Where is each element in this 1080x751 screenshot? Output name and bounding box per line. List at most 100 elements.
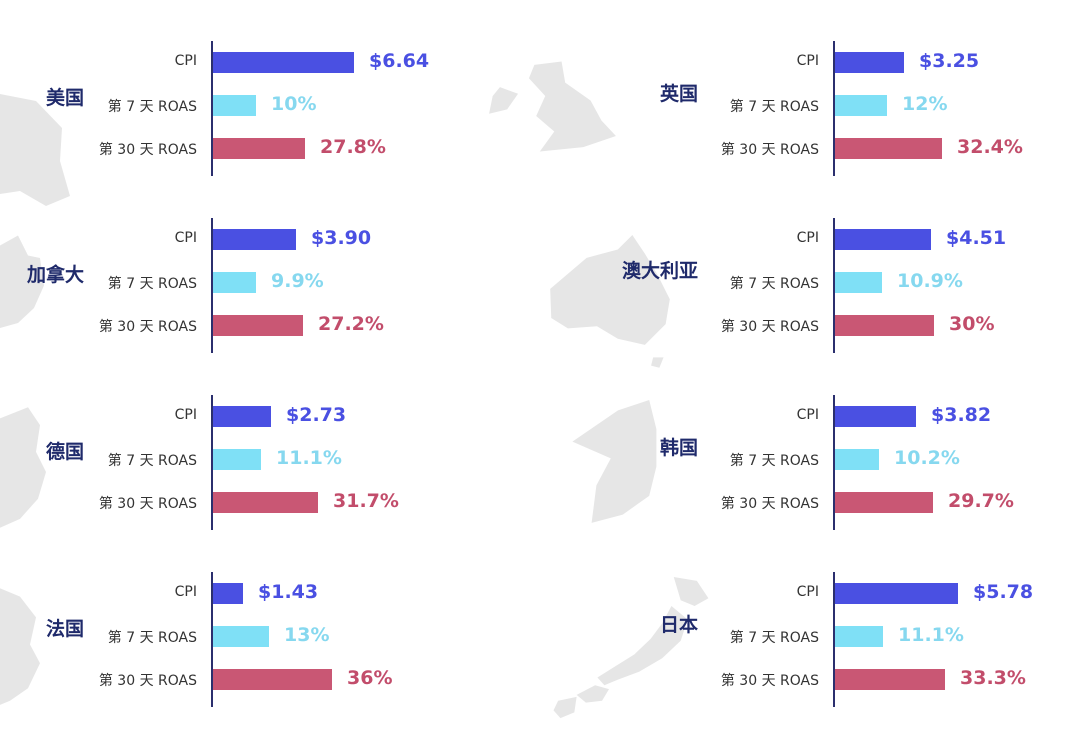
d7-bar	[213, 95, 256, 116]
d30-bar	[835, 315, 934, 336]
d30-value-label: 36%	[347, 667, 393, 689]
cpi-value-label: $5.78	[973, 581, 1034, 603]
chart-axis	[211, 218, 213, 353]
country-label: 韩国	[659, 437, 698, 459]
cpi-value-label: $6.64	[369, 50, 430, 72]
cpi-bar	[835, 229, 931, 250]
cpi-bar	[835, 583, 958, 604]
cpi-bar	[835, 406, 916, 427]
country-panel: 加拿大 CPI $3.90 第 7 天 ROAS 9.9% 第 30 天 ROAS 27.2…	[0, 218, 540, 397]
country-label: 法国	[45, 618, 84, 640]
d30-row-label: 第 30 天 ROAS	[720, 319, 819, 335]
d30-bar	[213, 138, 305, 159]
d30-bar	[835, 492, 933, 513]
d7-row-label: 第 7 天 ROAS	[107, 630, 197, 646]
country-label: 澳大利亚	[622, 260, 699, 282]
d30-value-label: 32.4%	[957, 136, 1023, 158]
chart-axis	[211, 395, 213, 530]
d7-row-label: 第 7 天 ROAS	[107, 99, 197, 115]
chart-axis	[211, 41, 213, 176]
country-panel: 澳大利亚 CPI $4.51 第 7 天 ROAS 10.9% 第 30 天 ROAS 30…	[550, 218, 1080, 397]
cpi-value-label: $2.73	[286, 404, 347, 426]
cpi-bar	[213, 583, 243, 604]
cpi-value-label: $1.43	[258, 581, 319, 603]
chart-axis	[833, 572, 835, 707]
d30-bar	[213, 315, 303, 336]
country-panel: 美国 CPI $6.64 第 7 天 ROAS 10% 第 30 天 ROAS 27.8%	[0, 41, 540, 220]
cpi-value-label: $3.25	[919, 50, 980, 72]
cpi-row-label: CPI	[174, 53, 197, 69]
canada-map-icon	[0, 235, 44, 328]
d30-row-label: 第 30 天 ROAS	[720, 496, 819, 512]
cpi-row-label: CPI	[174, 407, 197, 423]
d7-bar	[835, 449, 879, 470]
cpi-row-label: CPI	[796, 230, 819, 246]
d30-row-label: 第 30 天 ROAS	[98, 496, 197, 512]
d30-row-label: 第 30 天 ROAS	[98, 673, 197, 689]
d30-bar	[213, 669, 332, 690]
d30-row-label: 第 30 天 ROAS	[720, 673, 819, 689]
germany-map-icon	[0, 407, 46, 528]
cpi-row-label: CPI	[174, 230, 197, 246]
d7-bar	[835, 95, 887, 116]
cpi-value-label: $4.51	[946, 227, 1007, 249]
cpi-bar	[213, 229, 296, 250]
d7-bar	[213, 449, 261, 470]
korea-map-icon	[572, 400, 657, 523]
country-label: 美国	[45, 87, 84, 109]
country-label: 德国	[45, 441, 84, 463]
d7-value-label: 11.1%	[898, 624, 964, 646]
d30-value-label: 33.3%	[960, 667, 1026, 689]
d7-value-label: 10%	[271, 93, 317, 115]
d7-row-label: 第 7 天 ROAS	[729, 276, 819, 292]
japan-map-icon	[553, 577, 709, 719]
d30-row-label: 第 30 天 ROAS	[98, 319, 197, 335]
country-panel: 德国 CPI $2.73 第 7 天 ROAS 11.1% 第 30 天 ROAS 31.7…	[0, 395, 540, 574]
d7-bar	[213, 272, 256, 293]
d7-bar	[835, 626, 883, 647]
d30-value-label: 27.2%	[318, 313, 384, 335]
d30-value-label: 27.8%	[320, 136, 386, 158]
d30-bar	[835, 669, 945, 690]
d30-bar	[835, 138, 942, 159]
cpi-row-label: CPI	[796, 584, 819, 600]
cpi-value-label: $3.90	[311, 227, 372, 249]
d30-value-label: 29.7%	[948, 490, 1014, 512]
cpi-value-label: $3.82	[931, 404, 992, 426]
cpi-row-label: CPI	[174, 584, 197, 600]
cpi-row-label: CPI	[796, 407, 819, 423]
cpi-bar	[213, 52, 354, 73]
chart-axis	[833, 395, 835, 530]
d30-bar	[213, 492, 318, 513]
country-label: 英国	[659, 83, 698, 105]
d7-value-label: 12%	[902, 93, 948, 115]
d7-row-label: 第 7 天 ROAS	[107, 276, 197, 292]
uk-map-icon	[489, 61, 616, 152]
country-panel: 英国 CPI $3.25 第 7 天 ROAS 12% 第 30 天 ROAS 32.4%	[489, 41, 1080, 220]
d7-value-label: 10.2%	[894, 447, 960, 469]
d7-row-label: 第 7 天 ROAS	[729, 630, 819, 646]
d30-row-label: 第 30 天 ROAS	[720, 142, 819, 158]
d7-value-label: 10.9%	[897, 270, 963, 292]
cpi-bar	[213, 406, 271, 427]
d7-bar	[213, 626, 269, 647]
d30-value-label: 31.7%	[333, 490, 399, 512]
d7-value-label: 13%	[284, 624, 330, 646]
d7-row-label: 第 7 天 ROAS	[107, 453, 197, 469]
cpi-bar	[835, 52, 904, 73]
d30-value-label: 30%	[949, 313, 995, 335]
australia-map-icon	[550, 235, 670, 368]
country-label: 日本	[659, 614, 698, 636]
country-label: 加拿大	[26, 264, 84, 286]
d30-row-label: 第 30 天 ROAS	[98, 142, 197, 158]
d7-row-label: 第 7 天 ROAS	[729, 453, 819, 469]
country-panel: 法国 CPI $1.43 第 7 天 ROAS 13% 第 30 天 ROAS 36%	[0, 572, 540, 751]
d7-bar	[835, 272, 882, 293]
chart-axis	[833, 218, 835, 353]
country-panel: 韩国 CPI $3.82 第 7 天 ROAS 10.2% 第 30 天 ROAS 29.7…	[572, 395, 1080, 574]
d7-row-label: 第 7 天 ROAS	[729, 99, 819, 115]
chart-axis	[833, 41, 835, 176]
country-panel: 日本 CPI $5.78 第 7 天 ROAS 11.1% 第 30 天 ROAS 33.3…	[553, 572, 1080, 751]
usa-map-icon	[0, 94, 70, 206]
d7-value-label: 11.1%	[276, 447, 342, 469]
